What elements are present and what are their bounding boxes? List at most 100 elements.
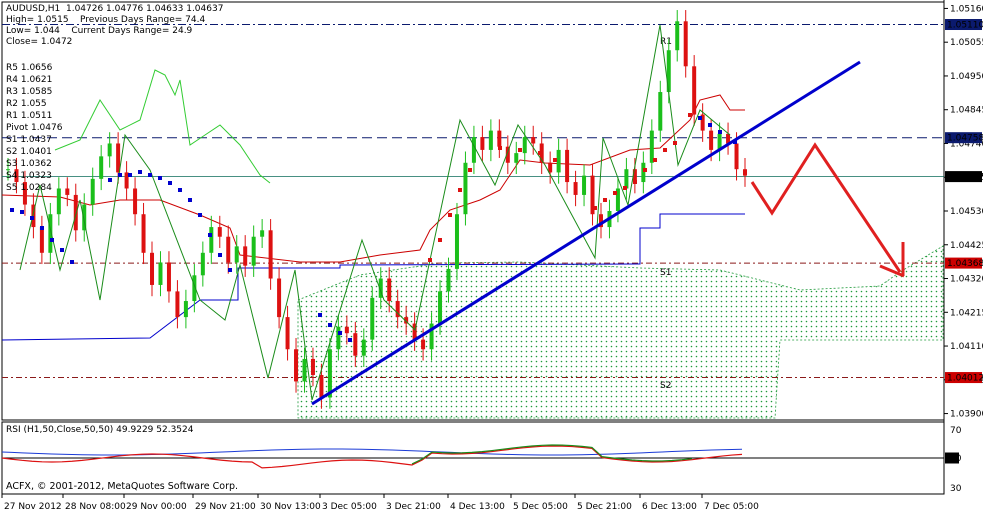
- price-tick-label: 1.03900: [950, 410, 983, 420]
- candle-body: [175, 291, 180, 318]
- price-tick-label: 1.05055: [950, 38, 983, 48]
- price-tag-label: 1.04637: [947, 173, 983, 183]
- candle-body: [454, 214, 459, 269]
- price-tick-label: 1.04845: [950, 106, 983, 116]
- time-tick-label: 5 Dec 05:00: [513, 502, 568, 512]
- candle-body: [14, 169, 19, 183]
- price-tag-box: [945, 372, 982, 384]
- level-s4: S4 1.0323: [6, 171, 52, 181]
- candle-body: [378, 278, 383, 298]
- candle-body: [99, 156, 104, 179]
- price-tag-label: 1.04758: [947, 134, 983, 144]
- price-tick-label: 1.04110: [950, 342, 983, 352]
- sar-dot: [663, 148, 667, 152]
- price-tag-label: 1.04368: [947, 259, 983, 269]
- candle-body: [395, 301, 400, 318]
- candle-body: [150, 252, 155, 285]
- red-step-line: [1, 94, 745, 263]
- price-tick-label: 1.04950: [950, 72, 983, 82]
- candle-body: [387, 278, 392, 302]
- pivot-label-s1: S1: [660, 268, 671, 278]
- candle-body: [65, 188, 70, 195]
- sar-dot: [20, 210, 24, 214]
- candle-body: [209, 227, 214, 253]
- sar-dot: [338, 331, 342, 335]
- sar-dot: [198, 213, 202, 217]
- sar-dot: [208, 233, 212, 237]
- candle-body: [260, 230, 265, 237]
- candle-body: [243, 246, 248, 266]
- candle-body: [302, 358, 307, 382]
- candle-body: [141, 214, 146, 253]
- time-tick-label: 4 Dec 13:00: [450, 502, 505, 512]
- candle-body: [548, 162, 553, 173]
- low-line: Low= 1.044 Current Days Range= 24.9: [6, 26, 193, 36]
- candle-body: [709, 130, 714, 150]
- candle-body: [166, 262, 171, 292]
- close-line: Close= 1.0472: [6, 37, 73, 47]
- candle-body: [556, 149, 561, 173]
- sar-dot: [178, 188, 182, 192]
- level-r4: R4 1.0621: [6, 75, 53, 85]
- candle-body: [234, 246, 239, 263]
- sar-dot: [633, 180, 637, 184]
- sar-dot: [428, 258, 432, 262]
- time-tick-label: 3 Dec 05:00: [322, 502, 377, 512]
- sar-dot: [228, 268, 232, 272]
- time-tick-label: 3 Dec 21:00: [386, 502, 441, 512]
- level-s1: S1 1.0437: [6, 135, 52, 145]
- rsi-title: RSI (H1,50,Close,50,50) 49.9229 52.3524: [6, 425, 194, 435]
- sar-dot: [448, 213, 452, 217]
- sar-dot: [498, 146, 502, 150]
- price-tick-label: 1.04425: [950, 241, 983, 251]
- candle-body: [124, 172, 129, 189]
- candle-body: [56, 188, 61, 215]
- candle-body: [82, 204, 87, 231]
- candle-body: [6, 169, 10, 171]
- candle-body: [471, 137, 476, 163]
- candle-body: [285, 317, 290, 350]
- sar-dot: [538, 151, 542, 155]
- candle-body: [344, 326, 349, 334]
- candle-body: [522, 137, 527, 154]
- candle-body: [615, 188, 620, 211]
- candle-body: [404, 317, 409, 324]
- candle-body: [598, 214, 603, 228]
- time-tick-label: 30 Nov 13:00: [260, 502, 321, 512]
- candle-body: [370, 297, 375, 340]
- candle-body: [158, 262, 163, 285]
- time-tick-label: 27 Nov 2012: [4, 502, 62, 512]
- sar-dot: [653, 158, 657, 162]
- price-tick-label: 1.04530: [950, 207, 983, 217]
- level-r5: R5 1.0656: [6, 63, 53, 73]
- copyright-text: ACFX, © 2001-2012, MetaQuotes Software C…: [6, 481, 239, 492]
- candle-body: [353, 333, 358, 356]
- candle-body: [183, 301, 188, 318]
- sar-dot: [468, 168, 472, 172]
- sar-dot: [118, 173, 122, 177]
- time-tick-label: 29 Nov 21:00: [195, 502, 256, 512]
- sar-dot: [698, 116, 702, 120]
- sar-dot: [458, 188, 462, 192]
- sar-dot: [553, 158, 557, 162]
- price-tag-box: [945, 171, 982, 183]
- candle-body: [107, 143, 112, 157]
- candle-body: [582, 175, 587, 195]
- candle-body: [73, 194, 78, 231]
- level-pivot: Pivot 1.0476: [6, 123, 63, 133]
- candle-body: [294, 349, 299, 382]
- sar-dot: [158, 176, 162, 180]
- candle-body: [200, 252, 205, 276]
- pivot-label-s2: S2: [660, 381, 671, 391]
- candle-body: [590, 175, 595, 215]
- candle-body: [226, 236, 231, 263]
- sar-dot: [70, 260, 74, 264]
- sar-dot: [643, 168, 647, 172]
- sar-dot: [188, 198, 192, 202]
- rsi-signal-line: [1, 448, 743, 456]
- lagging-span: [54, 69, 271, 184]
- sar-dot: [348, 338, 352, 342]
- blue-step-line: [1, 213, 745, 341]
